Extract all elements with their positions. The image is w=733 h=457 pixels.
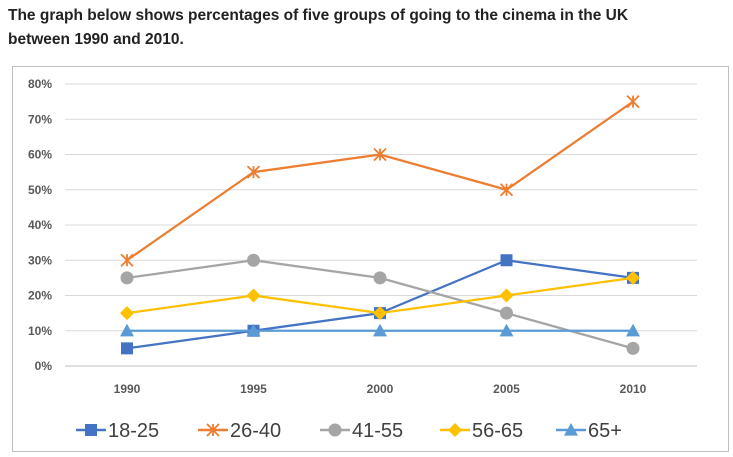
prompt-line-1: The graph below shows percentages of fiv… bbox=[8, 7, 629, 24]
data-point bbox=[499, 323, 514, 337]
y-tick-label: 20% bbox=[28, 289, 52, 303]
data-point bbox=[500, 306, 513, 320]
prompt-line-2: between 1990 and 2010. bbox=[8, 31, 184, 48]
data-point bbox=[499, 183, 514, 197]
legend-item: 65+ bbox=[556, 420, 622, 442]
legend-item: 56-65 bbox=[440, 420, 523, 442]
data-point bbox=[373, 323, 387, 337]
legend-label: 18-25 bbox=[108, 420, 159, 442]
y-axis-ticks: 0% 10% 20% 30% 40% 50% 60% 70% 80% bbox=[28, 77, 52, 373]
y-tick-label: 80% bbox=[28, 77, 52, 91]
series-line bbox=[126, 100, 634, 262]
data-point bbox=[121, 342, 133, 355]
data-point bbox=[373, 147, 387, 162]
legend-item: 41-55 bbox=[320, 420, 403, 442]
data-point bbox=[120, 306, 134, 321]
data-point bbox=[247, 253, 260, 267]
series-56-65 bbox=[120, 270, 640, 321]
legend-marker bbox=[85, 424, 97, 436]
legend-label: 26-40 bbox=[230, 420, 281, 442]
x-tick-label: 2010 bbox=[620, 382, 647, 396]
data-point bbox=[120, 271, 134, 285]
y-tick-label: 30% bbox=[28, 253, 52, 267]
y-tick-label: 60% bbox=[28, 148, 52, 162]
y-tick-label: 10% bbox=[28, 324, 52, 338]
legend-item: 18-25 bbox=[76, 420, 159, 442]
data-point bbox=[500, 254, 513, 267]
series-18-25 bbox=[121, 254, 639, 355]
chart-frame bbox=[12, 66, 729, 452]
legend-marker bbox=[448, 423, 462, 437]
legend-label: 65+ bbox=[588, 420, 622, 442]
legend-marker bbox=[206, 423, 220, 437]
data-point bbox=[626, 270, 640, 285]
series-26-40 bbox=[120, 94, 640, 267]
series-group bbox=[120, 94, 640, 355]
data-point bbox=[246, 165, 261, 179]
data-point bbox=[626, 341, 640, 355]
data-point bbox=[499, 288, 514, 303]
data-point bbox=[120, 253, 134, 267]
data-point bbox=[246, 323, 261, 337]
series-65+ bbox=[120, 323, 640, 337]
y-tick-label: 0% bbox=[35, 359, 53, 373]
x-axis-ticks: 1990 1995 2000 2005 2010 bbox=[114, 382, 647, 396]
data-point bbox=[626, 94, 640, 109]
x-tick-label: 1990 bbox=[114, 382, 141, 396]
x-tick-label: 2000 bbox=[367, 382, 394, 396]
data-point bbox=[246, 288, 261, 303]
data-point bbox=[120, 323, 134, 337]
legend-marker bbox=[564, 423, 578, 436]
series-41-55 bbox=[120, 253, 640, 355]
legend-item: 26-40 bbox=[198, 420, 281, 442]
question-prompt: The graph below shows percentages of fiv… bbox=[8, 4, 728, 52]
gridlines bbox=[65, 83, 697, 367]
legend: 18-25 26-40 41-55 56-65 65+ bbox=[76, 420, 622, 442]
legend-marker bbox=[328, 423, 342, 437]
legend-label: 41-55 bbox=[352, 420, 403, 442]
x-tick-label: 2005 bbox=[493, 382, 520, 396]
y-tick-label: 70% bbox=[28, 112, 52, 126]
legend-label: 56-65 bbox=[472, 420, 523, 442]
data-point bbox=[373, 271, 387, 285]
data-point bbox=[626, 323, 640, 337]
y-tick-label: 50% bbox=[28, 183, 52, 197]
x-tick-label: 1995 bbox=[240, 382, 267, 396]
y-tick-label: 40% bbox=[28, 218, 52, 232]
data-point bbox=[373, 306, 387, 321]
